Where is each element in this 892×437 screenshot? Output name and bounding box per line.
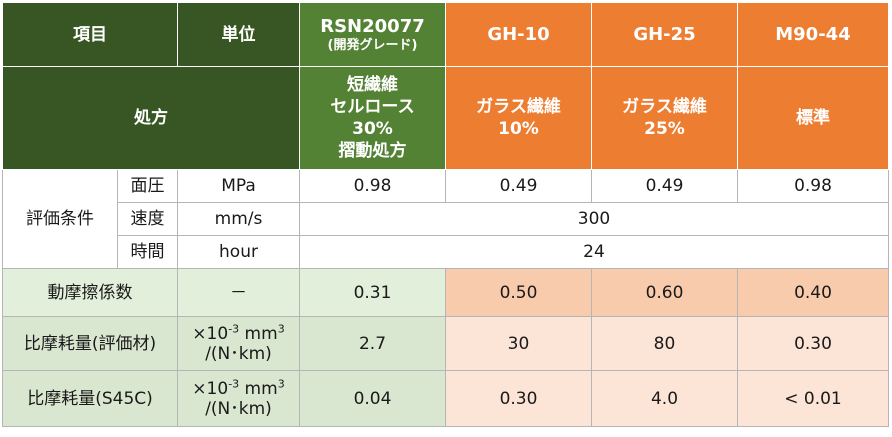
speed-value: 300 [299,202,889,236]
friction-row: 動摩擦係数 － 0.31 0.50 0.60 0.40 [2,268,889,317]
wear-s45c-unit: ×10-3 mm3 /(N･km) [177,370,300,427]
friction-m9044: 0.40 [737,268,889,317]
comparison-table: 項目 単位 RSN20077 (開発グレード) GH-10 GH-25 M90-… [2,2,889,427]
time-unit: hour [177,235,300,269]
header-unit: 単位 [177,2,300,67]
wear-material-unit-line1: ×10-3 mm3 [192,321,285,344]
header-row: 項目 単位 RSN20077 (開発グレード) GH-10 GH-25 M90-… [2,2,889,67]
wear-s45c-unit-line2: /(N･km) [205,398,272,419]
time-value: 24 [299,235,889,269]
formula-gh25-line2: 25% [644,119,685,139]
header-rsn-main: RSN20077 [320,15,425,37]
wear-material-unit-line2: /(N･km) [205,343,272,364]
formula-gh25-line1: ガラス繊維 [622,97,707,117]
friction-unit: － [177,268,300,317]
formula-rsn-line4: 摺動処方 [338,141,407,161]
header-item: 項目 [2,2,178,67]
condition-pressure-row: 評価条件 面圧 MPa 0.98 0.49 0.49 0.98 [2,169,889,269]
header-m9044: M90-44 [737,2,889,67]
formula-label: 処方 [2,66,300,170]
wear-material-label: 比摩耗量(評価材) [2,316,178,371]
friction-label: 動摩擦係数 [2,268,178,317]
formula-rsn: 短繊維 セルロース 30% 摺動処方 [299,66,446,170]
wear-s45c-row: 比摩耗量(S45C) ×10-3 mm3 /(N･km) 0.04 0.30 4… [2,370,889,427]
wear-material-row: 比摩耗量(評価材) ×10-3 mm3 /(N･km) 2.7 30 80 0.… [2,316,889,371]
header-rsn20077: RSN20077 (開発グレード) [299,2,446,67]
wear-s45c-label: 比摩耗量(S45C) [2,370,178,427]
pressure-rsn: 0.98 [299,169,446,203]
speed-name: 速度 [117,202,178,236]
pressure-name: 面圧 [117,169,178,203]
formula-gh10-line1: ガラス繊維 [476,97,561,117]
header-rsn-sub: (開発グレード) [327,37,418,53]
formula-gh10-line2: 10% [498,119,539,139]
pressure-m9044: 0.98 [737,169,889,203]
speed-unit: mm/s [177,202,300,236]
formula-rsn-line2: セルロース [330,97,415,117]
wear-s45c-m9044: < 0.01 [737,370,889,427]
formula-m9044: 標準 [737,66,889,170]
friction-gh25: 0.60 [591,268,738,317]
pressure-gh25: 0.49 [591,169,738,203]
conditions-label: 評価条件 [2,169,118,269]
pressure-gh10: 0.49 [445,169,592,203]
wear-material-unit: ×10-3 mm3 /(N･km) [177,316,300,371]
wear-s45c-unit-line1: ×10-3 mm3 [192,376,285,399]
wear-material-gh25: 80 [591,316,738,371]
condition-speed-row: 速度 mm/s 300 [3,202,889,236]
time-name: 時間 [117,235,178,269]
wear-material-m9044: 0.30 [737,316,889,371]
wear-material-rsn: 2.7 [299,316,446,371]
formula-gh25: ガラス繊維 25% [591,66,738,170]
friction-gh10: 0.50 [445,268,592,317]
wear-s45c-rsn: 0.04 [299,370,446,427]
formula-row: 処方 短繊維 セルロース 30% 摺動処方 ガラス繊維 10% ガラス繊維 25… [2,66,889,170]
header-gh25: GH-25 [591,2,738,67]
wear-material-gh10: 30 [445,316,592,371]
formula-rsn-line3: 30% [352,119,393,139]
wear-s45c-gh25: 4.0 [591,370,738,427]
wear-s45c-gh10: 0.30 [445,370,592,427]
condition-time-row: 時間 hour 24 [3,235,889,269]
header-gh10: GH-10 [445,2,592,67]
formula-rsn-line1: 短繊維 [347,75,398,95]
formula-gh10: ガラス繊維 10% [445,66,592,170]
pressure-unit: MPa [177,169,300,203]
friction-rsn: 0.31 [299,268,446,317]
